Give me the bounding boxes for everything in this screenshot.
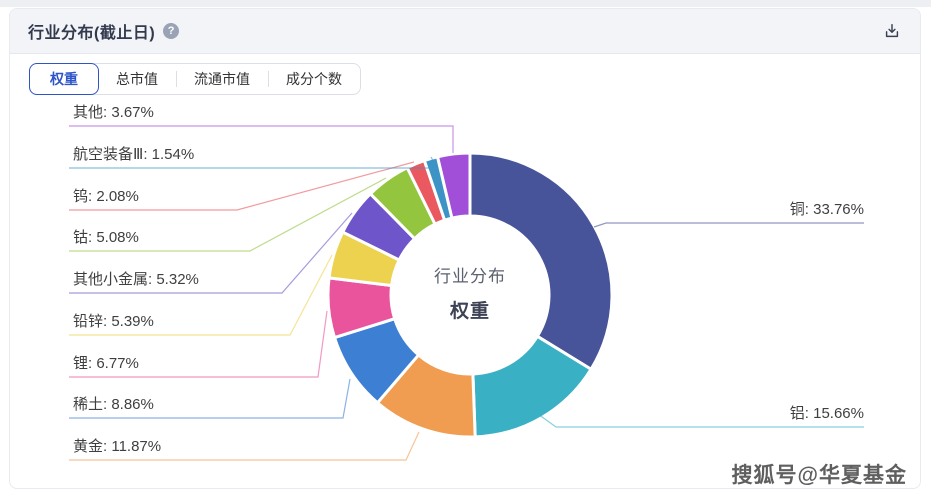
tab-weight[interactable]: 权重 <box>29 63 99 95</box>
slice-label-5: 铅锌: 5.39% <box>73 313 154 330</box>
slice-label-4: 锂: 6.77% <box>73 355 139 372</box>
slice-label-1: 铝: 15.66% <box>789 405 864 422</box>
card-title: 行业分布(截止日) <box>28 25 156 42</box>
help-icon[interactable]: ? <box>163 23 180 39</box>
chart-center-title: 行业分布 <box>434 267 506 286</box>
download-icon[interactable] <box>882 21 902 41</box>
chart-center-label: 行业分布 权重 <box>370 262 570 323</box>
slice-label-9: 航空装备Ⅲ: 1.54% <box>73 146 195 163</box>
page-top-strip <box>0 0 931 7</box>
slice-label-3: 稀土: 8.86% <box>73 396 154 413</box>
tab-constituent-count[interactable]: 成分个数 <box>268 64 360 94</box>
slice-label-7: 钴: 5.08% <box>73 229 139 246</box>
metric-tab-group: 权重 总市值 流通市值 成分个数 <box>29 63 361 95</box>
tab-float-market-cap[interactable]: 流通市值 <box>176 64 268 94</box>
tab-total-market-cap[interactable]: 总市值 <box>116 71 158 87</box>
watermark: 搜狐号@华夏基金 <box>731 464 907 487</box>
card-header: 行业分布(截止日) ? <box>10 9 920 54</box>
slice-label-2: 黄金: 11.87% <box>73 438 162 455</box>
slice-label-0: 铜: 33.76% <box>789 201 864 218</box>
chart-center-subtitle: 权重 <box>449 301 490 322</box>
pie-slice-0[interactable] <box>468 151 614 371</box>
slice-label-10: 其他: 3.67% <box>73 104 154 121</box>
slice-label-8: 钨: 2.08% <box>73 188 139 205</box>
slice-label-6: 其他小金属: 5.32% <box>73 271 199 288</box>
pie-slice-10[interactable] <box>436 151 472 220</box>
